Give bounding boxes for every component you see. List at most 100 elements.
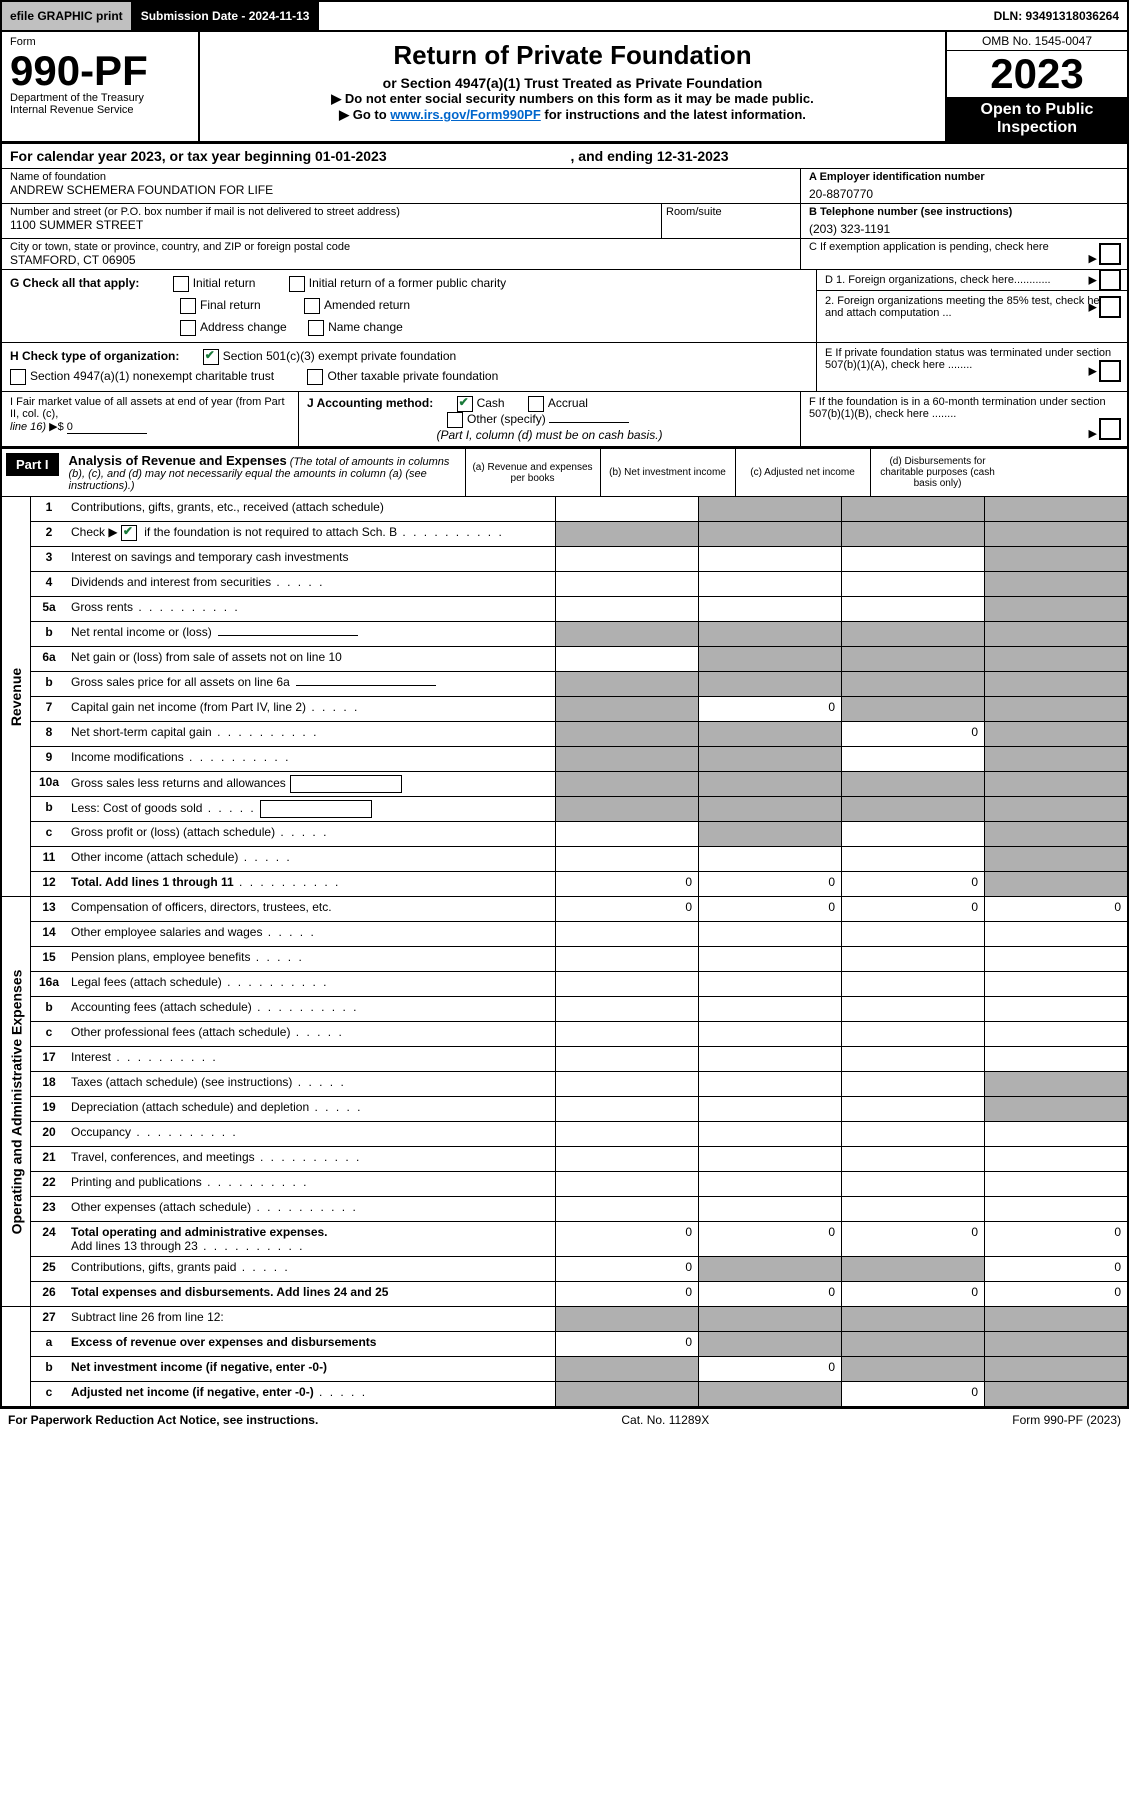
col-d-header: (d) Disbursements for charitable purpose… (870, 449, 1005, 496)
line2-checkbox[interactable] (121, 525, 137, 541)
g-initial-return-checkbox[interactable] (173, 276, 189, 292)
phone-label: B Telephone number (see instructions) (809, 206, 1119, 218)
j-label: J Accounting method: (307, 396, 433, 410)
footer-right: Form 990-PF (2023) (1012, 1413, 1121, 1427)
j-accrual: Accrual (548, 396, 588, 410)
line-6a: Net gain or (loss) from sale of assets n… (67, 647, 555, 671)
line-5b: Net rental income or (loss) (67, 622, 555, 646)
line-6b: Gross sales price for all assets on line… (67, 672, 555, 696)
g-address-change-checkbox[interactable] (180, 320, 196, 336)
d2-checkbox[interactable] (1099, 296, 1121, 318)
e-checkbox[interactable] (1099, 360, 1121, 382)
open-public-badge: Open to Public Inspection (947, 97, 1127, 141)
arrow-icon: ▶ (49, 421, 57, 433)
i-block: I Fair market value of all assets at end… (2, 392, 299, 446)
line-16b: Accounting fees (attach schedule) (67, 997, 555, 1021)
line-21: Travel, conferences, and meetings (67, 1147, 555, 1171)
form-title: Return of Private Foundation (208, 40, 937, 71)
footer-center: Cat. No. 11289X (621, 1413, 709, 1427)
submission-date: Submission Date - 2024-11-13 (133, 2, 320, 30)
j-cash-checkbox[interactable] (457, 396, 473, 412)
line-16c: Other professional fees (attach schedule… (67, 1022, 555, 1046)
g-label: G Check all that apply: (10, 276, 139, 290)
line-3: Interest on savings and temporary cash i… (67, 547, 555, 571)
g-opt5: Address change (200, 320, 287, 334)
g-opt6: Name change (328, 320, 403, 334)
line-27b: Net investment income (if negative, ente… (67, 1357, 555, 1381)
tax-year: 2023 (947, 51, 1127, 97)
page-footer: For Paperwork Reduction Act Notice, see … (0, 1409, 1129, 1431)
addr-value: 1100 SUMMER STREET (10, 218, 653, 232)
col-b-header: (b) Net investment income (600, 449, 735, 496)
d1-label: D 1. Foreign organizations, check here..… (825, 274, 1051, 286)
arrow-icon: ▶ (1089, 365, 1097, 378)
line-13: Compensation of officers, directors, tru… (67, 897, 555, 921)
phone-value: (203) 323-1191 (809, 222, 1119, 236)
line-15: Pension plans, employee benefits (67, 947, 555, 971)
footer-left: For Paperwork Reduction Act Notice, see … (8, 1413, 318, 1427)
room-suite: Room/suite (662, 204, 801, 238)
city-left: City or town, state or province, country… (2, 239, 801, 269)
room-label: Room/suite (666, 206, 796, 218)
j-other-field[interactable] (549, 422, 629, 423)
line-17: Interest (67, 1047, 555, 1071)
city-label: City or town, state or province, country… (10, 241, 792, 253)
line-5a: Gross rents (67, 597, 555, 621)
g-block: G Check all that apply: Initial return I… (2, 270, 817, 342)
form-note1: ▶ Do not enter social security numbers o… (208, 91, 937, 107)
name-right: A Employer identification number 20-8870… (801, 169, 1127, 203)
form-subtitle: or Section 4947(a)(1) Trust Treated as P… (208, 75, 937, 91)
arrow-icon: ▶ (1089, 427, 1097, 440)
j-other-checkbox[interactable] (447, 412, 463, 428)
line-26: Total expenses and disbursements. Add li… (67, 1282, 555, 1306)
efile-print-button[interactable]: efile GRAPHIC print (2, 2, 133, 30)
line-27a: Excess of revenue over expenses and disb… (67, 1332, 555, 1356)
ein-label: A Employer identification number (809, 171, 1119, 183)
header-left: Form 990-PF Department of the Treasury I… (2, 32, 200, 141)
arrow-icon: ▶ (1089, 301, 1097, 314)
c-checkbox[interactable] (1099, 243, 1121, 265)
name-left: Name of foundation ANDREW SCHEMERA FOUND… (2, 169, 801, 203)
e-block: E If private foundation status was termi… (817, 343, 1127, 391)
g-amended-checkbox[interactable] (304, 298, 320, 314)
line-25: Contributions, gifts, grants paid (67, 1257, 555, 1281)
line-8: Net short-term capital gain (67, 722, 555, 746)
h-other-taxable-checkbox[interactable] (307, 369, 323, 385)
part1-label: Part I (6, 453, 59, 476)
omb-number: OMB No. 1545-0047 (947, 32, 1127, 51)
e-label: E If private foundation status was termi… (825, 347, 1111, 371)
g-final-return-checkbox[interactable] (180, 298, 196, 314)
addr-label: Number and street (or P.O. box number if… (10, 206, 653, 218)
revenue-table: 1Contributions, gifts, grants, etc., rec… (31, 497, 1127, 896)
top-bar-spacer (319, 2, 985, 30)
h-opt1: Section 501(c)(3) exempt private foundat… (223, 349, 456, 363)
h-4947-checkbox[interactable] (10, 369, 26, 385)
g-initial-former-checkbox[interactable] (289, 276, 305, 292)
g-name-change-checkbox[interactable] (308, 320, 324, 336)
line-24: Total operating and administrative expen… (67, 1222, 555, 1256)
h-501c3-checkbox[interactable] (203, 349, 219, 365)
section-i-j-f: I Fair market value of all assets at end… (0, 392, 1129, 449)
col-c-header: (c) Adjusted net income (735, 449, 870, 496)
section-h-e: H Check type of organization: Section 50… (0, 343, 1129, 392)
address-block: Number and street (or P.O. box number if… (0, 204, 1129, 239)
note2-suffix: for instructions and the latest informat… (541, 107, 806, 122)
d1-checkbox[interactable] (1099, 269, 1121, 291)
j-block: J Accounting method: Cash Accrual Other … (299, 392, 801, 446)
line-18: Taxes (attach schedule) (see instruction… (67, 1072, 555, 1096)
foundation-name: ANDREW SCHEMERA FOUNDATION FOR LIFE (10, 183, 792, 197)
revenue-side-label: Revenue (2, 497, 31, 896)
dln-number: DLN: 93491318036264 (986, 2, 1127, 30)
irs-link[interactable]: www.irs.gov/Form990PF (390, 107, 541, 122)
line-12: Total. Add lines 1 through 11 (67, 872, 555, 896)
f-checkbox[interactable] (1099, 418, 1121, 440)
h-label: H Check type of organization: (10, 349, 179, 363)
part1-header: Part I Analysis of Revenue and Expenses … (0, 449, 1129, 497)
dept-line1: Department of the Treasury (10, 92, 190, 104)
arrow-icon: ▶ (1089, 274, 1097, 287)
j-accrual-checkbox[interactable] (528, 396, 544, 412)
line-27: Subtract line 26 from line 12: (67, 1307, 555, 1331)
h-block: H Check type of organization: Section 50… (2, 343, 817, 391)
j-cash: Cash (477, 396, 505, 410)
dept-line2: Internal Revenue Service (10, 104, 190, 116)
